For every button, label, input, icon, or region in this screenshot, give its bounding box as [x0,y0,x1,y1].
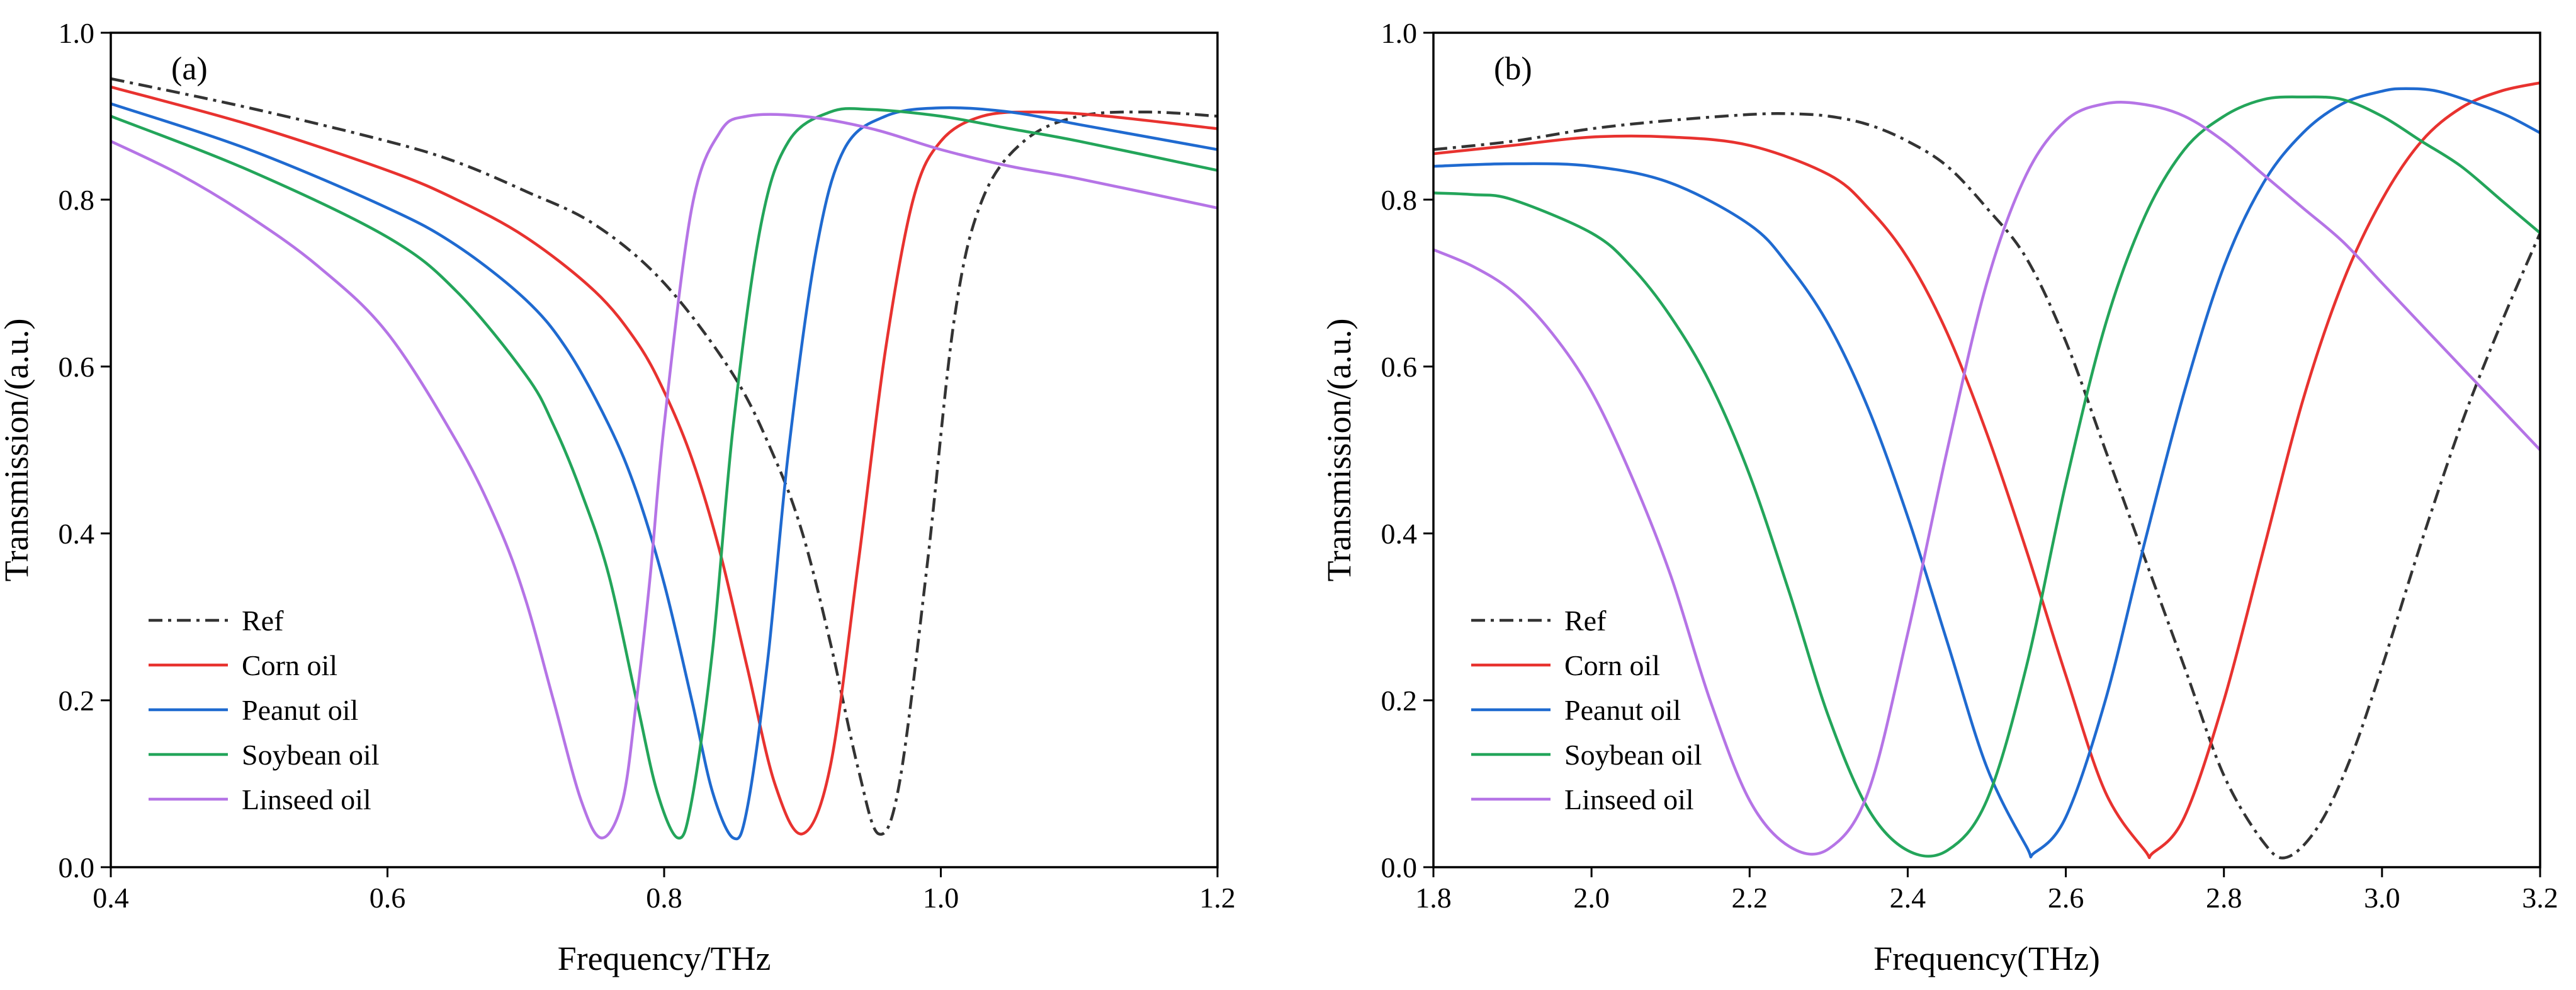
y-tick-label: 1.0 [59,17,95,49]
y-tick-label: 0.2 [59,685,95,717]
series-line-ref [1433,112,2540,860]
x-tick-label: 2.4 [1890,882,1926,914]
series-line-soybean-oil [111,107,1217,840]
y-tick-label: 1.0 [1381,17,1418,49]
x-tick-label: 3.0 [2364,882,2400,914]
legend-label: Soybean oil [242,739,379,771]
x-tick-label: 0.4 [93,882,129,914]
x-tick-label: 2.2 [1732,882,1768,914]
x-tick-label: 3.2 [2522,882,2558,914]
series-line-linseed-oil [111,113,1217,839]
series-line-corn-oil [111,85,1217,836]
x-axis-title: Frequency(THz) [1873,940,2100,977]
panel-label: (a) [171,51,208,87]
series-line-peanut-oil [111,102,1217,841]
y-tick-label: 0.4 [59,518,95,550]
legend-label: Corn oil [242,649,337,681]
legend-label: Peanut oil [242,694,358,726]
y-tick-label: 0.6 [1381,351,1418,383]
y-axis-title: Transmission/(a.u.) [0,318,35,581]
y-tick-label: 0.0 [59,851,95,884]
plot-frame [1432,31,2541,868]
y-tick-label: 0.8 [59,184,95,216]
series-line-peanut-oil [1433,87,2540,858]
legend-label: Peanut oil [1564,694,1681,726]
x-tick-label: 2.0 [1573,882,1610,914]
legend-label: Linseed oil [1564,783,1694,816]
panel-b: 1.8 2.0 2.2 2.4 2.6 2.8 3.0 3.2 0.0 0.2 0.4 0.6 0.8 1… [1320,17,2558,977]
series-line-linseed-oil [1433,101,2540,856]
y-tick-label: 0.8 [1381,184,1418,216]
y-tick-label: 0.0 [1381,851,1418,884]
x-tick-label: 0.6 [370,882,406,914]
y-tick-label: 0.4 [1381,518,1418,550]
y-tick-label: 0.6 [59,351,95,383]
x-tick-label: 2.8 [2206,882,2242,914]
x-tick-label: 1.0 [923,882,959,914]
legend-label: Ref [1564,605,1607,637]
series-line-corn-oil [1433,81,2540,860]
legend-label: Linseed oil [242,783,371,816]
plot-frame [110,31,1219,868]
x-axis-title: Frequency/THz [558,940,771,977]
x-tick-label: 1.2 [1199,882,1236,914]
x-tick-label: 0.8 [646,882,682,914]
series-line-soybean-oil [1433,95,2540,858]
legend-label: Corn oil [1564,649,1660,681]
y-tick-label: 0.2 [1381,685,1418,717]
panel-label: (b) [1494,51,1532,87]
legend-label: Ref [242,605,284,637]
panel-a: 0.4 0.6 0.8 1.0 1.2 0.0 0.2 0.4 0.6 0.8 1.0 Frequen… [0,17,1236,977]
x-tick-label: 1.8 [1415,882,1452,914]
series-line-ref [111,77,1217,836]
x-tick-label: 2.6 [2048,882,2084,914]
legend-label: Soybean oil [1564,739,1702,771]
y-axis-title: Transmission/(a.u.) [1320,318,1358,581]
